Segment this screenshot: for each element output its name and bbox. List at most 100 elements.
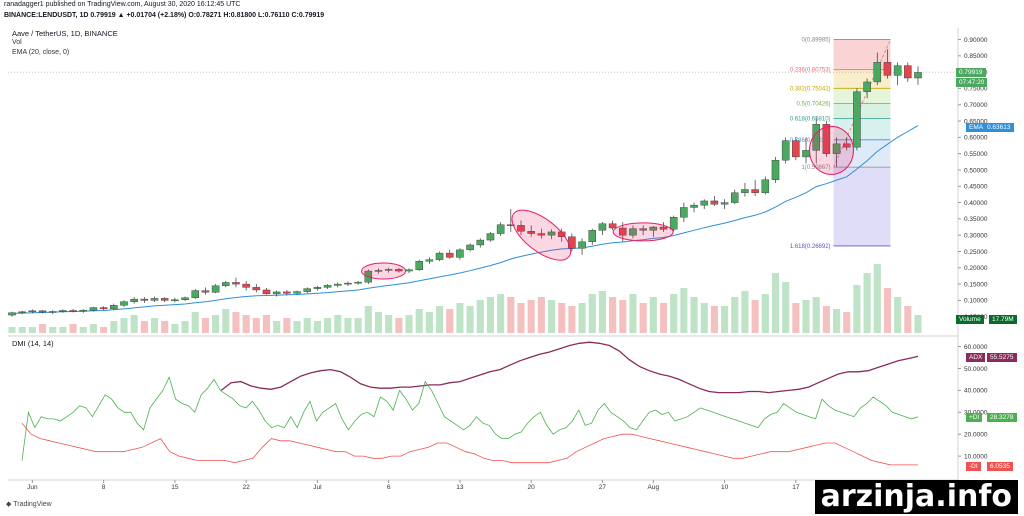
- candle: [89, 306, 98, 312]
- candle-body: [283, 291, 291, 294]
- candle-body: [242, 283, 250, 288]
- volume-bar: [883, 288, 892, 333]
- volume-bar: [822, 306, 830, 333]
- dmi-y-tick-label: 40.0000: [964, 388, 988, 395]
- watermark: arzinja.info: [814, 480, 1018, 514]
- candle: [445, 249, 454, 259]
- volume-bar: [456, 303, 464, 333]
- x-tick-label: 13: [456, 484, 464, 491]
- candle: [38, 310, 47, 314]
- volume-bar: [568, 306, 576, 333]
- volume-bar: [8, 327, 16, 333]
- plus-di-line: [21, 376, 919, 461]
- candle-body: [8, 312, 16, 316]
- fib-label: 0(0.89985): [802, 38, 831, 44]
- candle: [191, 288, 199, 300]
- volume-bar: [894, 297, 902, 333]
- candle-body: [792, 140, 800, 158]
- candle-body: [435, 252, 444, 260]
- ema-value-badge: 0.63613: [984, 123, 1014, 132]
- ema-label: EMA (20, close, 0): [12, 49, 70, 56]
- candle-body: [252, 287, 261, 291]
- y-tick-label: 0.85000: [964, 53, 988, 60]
- candle-body: [445, 252, 454, 258]
- candle: [59, 309, 67, 313]
- candle: [486, 231, 495, 242]
- x-tick-label: 8: [102, 484, 106, 491]
- candle: [405, 268, 413, 273]
- candle: [741, 183, 749, 197]
- candle-body: [130, 298, 138, 302]
- candle: [313, 285, 322, 291]
- fib-zone: [833, 88, 891, 104]
- candle-body: [517, 225, 525, 232]
- candle: [150, 296, 159, 303]
- candle: [344, 281, 352, 287]
- volume-bar: [802, 300, 810, 333]
- candle: [425, 257, 434, 264]
- candle-body: [323, 285, 332, 288]
- candle: [883, 49, 892, 79]
- candle-body: [232, 282, 240, 285]
- candle: [517, 220, 525, 236]
- volume-bar: [649, 297, 657, 333]
- candle-body: [700, 200, 708, 206]
- candle: [283, 289, 291, 296]
- x-tick-label: 6: [387, 484, 391, 491]
- candle-body: [751, 189, 759, 193]
- adx-line: [220, 341, 919, 394]
- candle: [222, 280, 230, 288]
- candle-body: [140, 298, 149, 301]
- candle: [608, 220, 617, 231]
- tradingview-brand: TradingView: [13, 501, 52, 508]
- candle-body: [333, 283, 342, 286]
- volume-bar: [222, 309, 230, 333]
- candle-body: [466, 244, 474, 251]
- volume-value-badge: 17.79M: [989, 315, 1017, 324]
- candle-body: [771, 159, 780, 180]
- fib-zone: [833, 39, 891, 70]
- candle: [476, 238, 485, 248]
- candle: [720, 199, 729, 210]
- candle-body: [110, 305, 118, 310]
- candle: [639, 225, 647, 236]
- volume-bar: [680, 288, 688, 333]
- y-tick-label: 0.10000: [964, 298, 988, 305]
- volume-bar: [303, 318, 311, 333]
- candle: [578, 238, 586, 255]
- volume-bar: [670, 294, 678, 333]
- candle: [853, 88, 861, 151]
- y-tick-label: 0.20000: [964, 265, 988, 272]
- x-tick-label: 22: [243, 484, 251, 491]
- volume-bar: [435, 306, 444, 333]
- candle-body: [160, 298, 169, 301]
- candle-body: [293, 291, 301, 294]
- candle: [18, 310, 26, 315]
- candle-body: [680, 207, 688, 218]
- tradingview-logo[interactable]: ◆ TradingView: [6, 500, 52, 508]
- candle: [252, 284, 261, 293]
- x-tick-label: 17: [792, 484, 800, 491]
- candle-body: [171, 299, 179, 301]
- candle-body: [629, 228, 637, 236]
- candle: [527, 225, 535, 237]
- candle-body: [18, 311, 26, 314]
- volume-bar: [904, 306, 912, 333]
- candle: [272, 290, 281, 297]
- candle: [507, 209, 515, 232]
- volume-bar: [863, 273, 871, 333]
- volume-bar: [466, 306, 474, 333]
- candle: [669, 215, 678, 232]
- volume-bar: [721, 306, 729, 333]
- candle-body: [873, 62, 882, 83]
- candle-body: [486, 233, 495, 241]
- plus-di-title-badge: +DI: [966, 413, 983, 422]
- x-tick-label: Aug: [648, 484, 660, 491]
- volume-bar: [619, 300, 627, 333]
- volume-bar: [313, 321, 321, 333]
- candle-body: [211, 285, 220, 293]
- x-tick-label: Jun: [27, 484, 38, 491]
- candle: [120, 300, 128, 307]
